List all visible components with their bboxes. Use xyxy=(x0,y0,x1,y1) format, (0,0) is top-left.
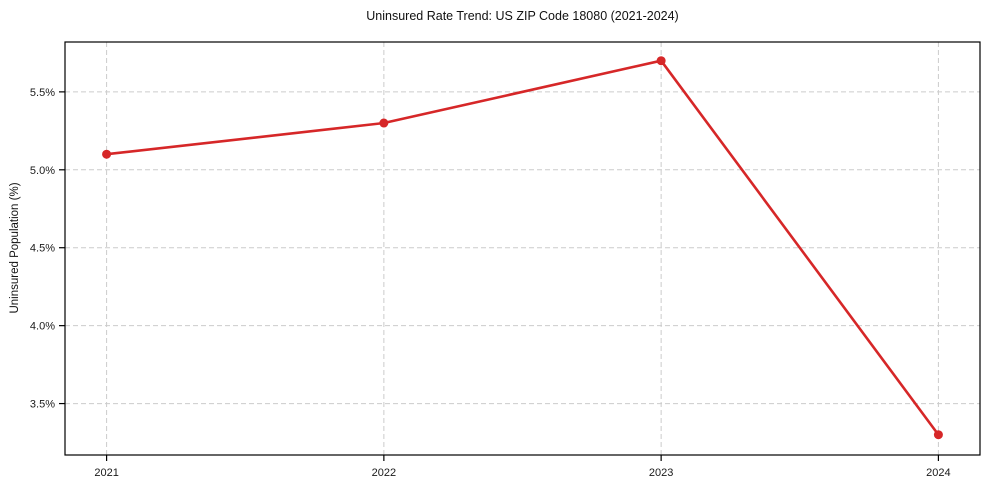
data-line xyxy=(105,59,940,437)
y-tick-label: 5.0% xyxy=(30,165,55,177)
y-tick-label: 5.5% xyxy=(30,87,55,99)
y-tick-label: 3.5% xyxy=(30,399,55,411)
x-tick-label: 2024 xyxy=(926,467,950,479)
x-tick-label: 2022 xyxy=(372,467,396,479)
x-tick-label: 2023 xyxy=(649,467,673,479)
y-tick-label: 4.0% xyxy=(30,321,55,333)
data-point xyxy=(933,430,943,440)
data-point xyxy=(102,149,112,159)
chart-title: Uninsured Rate Trend: US ZIP Code 18080 … xyxy=(366,9,679,23)
y-tick-label: 4.5% xyxy=(30,243,55,255)
data-point xyxy=(656,56,666,66)
x-tick-label: 2021 xyxy=(94,467,118,479)
data-point xyxy=(379,118,389,128)
plot-border xyxy=(64,41,981,456)
